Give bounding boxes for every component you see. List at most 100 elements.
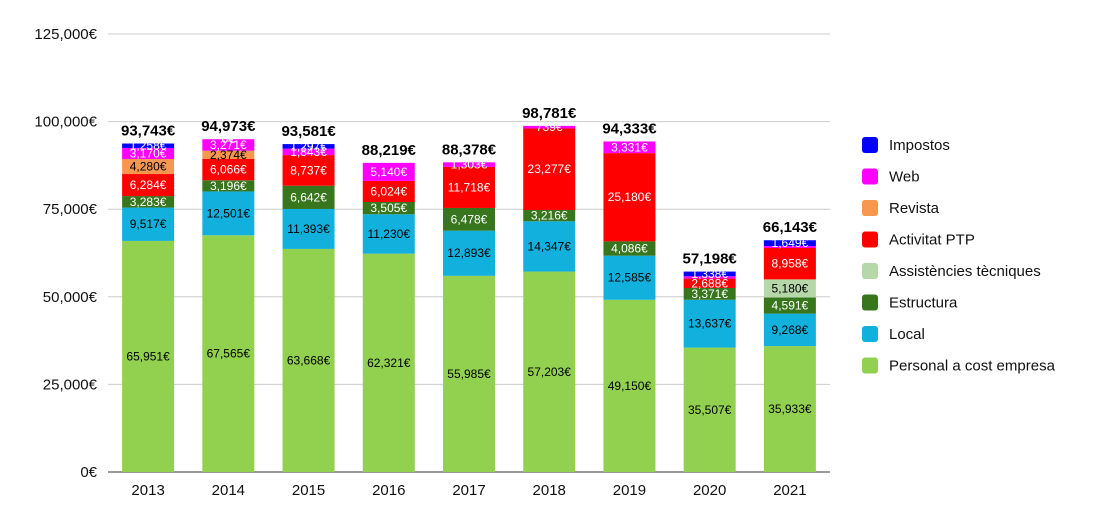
bar-segment [603, 153, 656, 242]
x-axis-ticks: 2013 2014 2015 2016 2017 2018 2019 2020 2021 [131, 482, 806, 499]
x-tick-label: 2018 [533, 482, 566, 499]
total-label: 93,743€ [121, 123, 176, 140]
bar-segment [683, 278, 736, 288]
legend-label: Web [889, 169, 920, 186]
segment-data-label: 23,277€ [528, 162, 572, 176]
total-label: 98,781€ [522, 105, 577, 122]
segment-data-label: 12,585€ [608, 271, 652, 285]
bar-segment [122, 159, 175, 175]
bar-segment [603, 241, 656, 256]
bar-segment [523, 271, 576, 472]
legend: Impostos Web Revista Activitat PTP Assistènc… [862, 137, 1056, 375]
legend-label: Impostos [889, 137, 950, 154]
legend-swatch [862, 326, 878, 342]
segment-data-label: 14,347€ [528, 239, 572, 253]
legend-label: Estructura [889, 295, 958, 312]
bar-segment [282, 208, 335, 249]
x-tick-label: 2013 [131, 482, 164, 499]
bar-segment [683, 271, 736, 277]
legend-swatch [862, 294, 878, 311]
bar-segment [122, 143, 175, 148]
segment-data-label: 3,216€ [531, 209, 568, 223]
segment-data-label: 3,331€ [611, 140, 648, 154]
segment-data-label: 62,321€ [367, 356, 411, 370]
bar-segment [523, 125, 576, 129]
bar-segment [282, 144, 335, 149]
segment-data-label: 1,303€ [451, 158, 488, 172]
segment-data-label: 11,393€ [287, 222, 330, 236]
bars [122, 125, 816, 472]
bar-segment [122, 174, 175, 197]
segment-data-label: 6,284€ [130, 178, 167, 192]
bar-segment [763, 247, 816, 280]
segment-data-label: 12,893€ [447, 246, 491, 260]
total-label: 93,581€ [281, 123, 336, 140]
bar-segment [603, 299, 656, 472]
bar-segment [362, 162, 415, 181]
legend-label: Personal a cost empresa [889, 358, 1056, 375]
bar-segment [683, 299, 736, 348]
bar-segment [683, 347, 736, 472]
bar-segment [122, 196, 175, 208]
segment-data-label: 1,297€ [290, 139, 327, 153]
legend-swatch [862, 137, 878, 153]
legend-label: Local [889, 326, 925, 343]
total-labels: 93,743€ 94,973€ 93,581€ 88,219€ 88,378€ 98,78… [121, 105, 818, 268]
segment-data-label: 13,637€ [688, 317, 732, 331]
segment-data-label: 67,565€ [207, 347, 251, 361]
y-tick-label: 25,000€ [43, 376, 98, 393]
bar-segment [683, 287, 736, 300]
segment-data-label: 1,258€ [130, 139, 167, 153]
bar-segment [202, 158, 255, 181]
bar-segment [202, 150, 255, 159]
total-label: 66,143€ [763, 219, 818, 236]
segment-data-label: 3,283€ [130, 195, 167, 209]
segment-labels: 65,951€9,517€3,283€6,284€4,280€3,170€1,2… [126, 120, 811, 417]
bar-segment [202, 191, 255, 236]
total-label: 88,219€ [362, 142, 417, 159]
total-label: 88,378€ [442, 141, 497, 158]
bar-segment [763, 346, 816, 472]
bar-segment [763, 246, 816, 248]
segment-data-label: 3,505€ [370, 201, 407, 215]
segment-data-label: 3,170€ [130, 146, 167, 160]
bar-segment [763, 279, 816, 298]
total-label: 57,198€ [683, 251, 738, 268]
bar-segment [282, 155, 335, 186]
segment-data-label: 65,951€ [126, 349, 170, 363]
total-label: 94,973€ [201, 118, 256, 135]
total-label: 94,333€ [602, 120, 657, 137]
segment-data-label: 6,024€ [370, 184, 407, 198]
segment-data-label: 35,933€ [768, 402, 812, 416]
bar-segment [603, 141, 656, 154]
legend-label: Activitat PTP [889, 232, 975, 249]
bar-segment [763, 313, 816, 347]
segment-data-label: 1,843€ [290, 145, 327, 159]
segment-data-label: 4,086€ [611, 242, 648, 256]
segment-data-label: 2,688€ [691, 276, 728, 290]
x-tick-label: 2014 [212, 482, 245, 499]
bar-segment [523, 221, 576, 272]
legend-label: Assistències tècniques [889, 263, 1041, 280]
bar-segment [202, 139, 255, 151]
bar-segment [443, 207, 495, 231]
y-tick-label: 0€ [80, 464, 97, 481]
y-tick-label: 75,000€ [43, 201, 98, 218]
segment-data-label: 9,517€ [130, 217, 167, 231]
segment-data-label: 6,642€ [290, 190, 327, 204]
bar-segment [443, 275, 495, 472]
bar-segment [362, 253, 415, 472]
x-tick-label: 2021 [773, 482, 806, 499]
segment-data-label: 3,371€ [691, 287, 728, 301]
bar-segment [603, 255, 656, 300]
segment-data-label: 12,501€ [207, 206, 251, 220]
segment-data-label: 25,180€ [608, 190, 652, 204]
bar-segment [202, 180, 255, 192]
segment-data-label: 1,338€ [691, 267, 728, 281]
bar-segment [763, 297, 816, 314]
segment-data-label: 5,140€ [370, 165, 407, 179]
x-tick-label: 2016 [372, 482, 405, 499]
segment-data-label: 63,668€ [287, 353, 331, 367]
bar-segment [523, 128, 576, 211]
